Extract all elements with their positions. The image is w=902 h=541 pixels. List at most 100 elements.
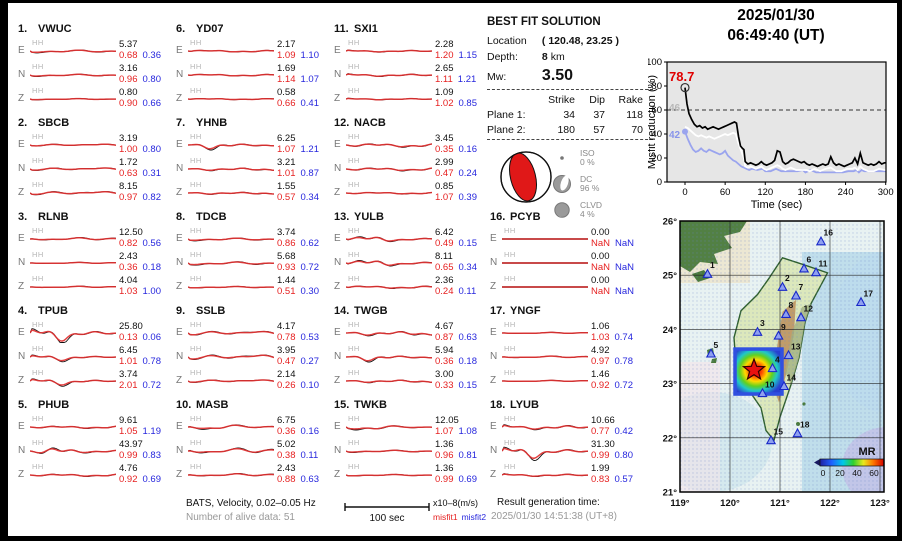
station-name: YHNB (196, 117, 228, 129)
amplitude-value: 3.00 (435, 369, 454, 380)
waveform-area: HH (188, 320, 274, 344)
misfit1-value: 0.24 (435, 286, 454, 297)
lon-tick-label: 119° (670, 498, 689, 509)
amplitude-values: 6.45 1.01 0.78 (119, 345, 161, 367)
channel-label: HH (32, 38, 44, 47)
origin-date: 2025/01/30 (737, 7, 815, 24)
plane-table: Strike Dip Rake Plane 1: 34 37 118 Plane… (487, 89, 653, 140)
misfit-values: 0.99 0.80 (591, 450, 633, 461)
lon-tick-label: 123° (870, 498, 890, 509)
component-label: E (334, 232, 341, 244)
waveform-area: HH (30, 344, 116, 368)
channel-label: HH (348, 250, 360, 259)
y-tick-label: 20 (651, 153, 662, 164)
misfit2-value: 1.21 (300, 144, 320, 155)
x-tick-label: 120 (757, 187, 773, 198)
misfit2-value: 0.66 (142, 98, 162, 109)
station-name: PHUB (38, 399, 70, 411)
location-row: Location ( 120.48, 23.25 ) (487, 35, 653, 47)
component-row: N HH 5.02 0.38 0.11 (176, 438, 332, 462)
misfit2-value: 0.80 (142, 74, 162, 85)
misfit2-value: 0.34 (300, 192, 320, 203)
component-label: N (490, 350, 498, 362)
amplitude-value: 2.99 (435, 157, 454, 168)
component-row: E HH 0.00 NaN NaN (490, 226, 646, 250)
amplitude-value: 1.55 (277, 181, 296, 192)
amplitude-values: 1.69 1.14 1.07 (277, 63, 319, 85)
y-tick-label: 100 (648, 57, 662, 68)
station-number: 5. (18, 399, 28, 411)
amplitude-value: 6.25 (277, 133, 296, 144)
station-name: LYUB (510, 399, 539, 411)
misfit-values: 0.26 0.10 (277, 380, 319, 391)
misfit2-value: 0.06 (142, 332, 162, 343)
channel-label: HH (190, 38, 202, 47)
map-station-marker (783, 349, 794, 360)
station-block: 13. YULB E HH 6.42 0.49 0.15 N HH 8.11 0.65 0.34 Z HH… (334, 208, 490, 300)
amplitude-values: 2.28 1.20 1.15 (435, 39, 477, 61)
amplitude-value: 4.67 (435, 321, 454, 332)
waveform-plot (188, 167, 274, 172)
waveform-area: HH (188, 438, 274, 462)
plane-table-header: Strike Dip Rake (487, 92, 653, 107)
misfit-values: 1.11 1.21 (435, 74, 476, 85)
waveform-plot (188, 261, 274, 266)
component-row: N HH 1.36 0.96 0.81 (334, 438, 490, 462)
channel-label: HH (504, 250, 516, 259)
dc-item: DC 96 % (552, 172, 652, 196)
amplitude-value: 8.15 (119, 181, 138, 192)
station-header: 2. SBCB (18, 114, 174, 132)
amplitude-value: 1.46 (591, 369, 610, 380)
colorbar-title: MR (858, 446, 875, 458)
station-number: 1. (18, 23, 28, 35)
mw-value: 3.50 (541, 67, 574, 84)
misfit1-value: 0.99 (591, 450, 610, 461)
component-label: E (176, 326, 183, 338)
station-header: 11. SXI1 (334, 20, 490, 38)
misfit1-value: 1.03 (591, 332, 610, 343)
component-label: N (490, 256, 498, 268)
station-block: 9. SSLB E HH 4.17 0.78 0.53 N HH 3.95 0.47 0.27 Z HH 2… (176, 302, 332, 394)
map-station-marker (815, 235, 827, 246)
channel-label: HH (348, 38, 360, 47)
amplitude-value: 1.09 (435, 87, 454, 98)
station-name: NACB (354, 117, 386, 129)
station-number: 15. (334, 399, 350, 411)
waveform-area: HH (502, 344, 588, 368)
waveform-area: HH (346, 274, 432, 298)
plane1-row: Plane 1: 34 37 118 (487, 107, 653, 122)
waveform-plot (30, 328, 116, 343)
waveform-plot (188, 473, 274, 477)
misfit-values: 0.92 0.72 (591, 380, 633, 391)
waveform-area: HH (30, 438, 116, 462)
station-number: 12. (334, 117, 350, 129)
misfit2-value: 0.62 (300, 238, 320, 249)
map-station-number: 13 (791, 341, 801, 351)
misfit-values: 0.36 0.18 (435, 356, 477, 367)
map-station-number: 10 (765, 379, 775, 389)
component-label: Z (176, 468, 183, 480)
component-label: E (490, 326, 497, 338)
amplitude-values: 4.04 1.03 1.00 (119, 275, 161, 297)
misfit2-value: 1.19 (142, 426, 162, 437)
amplitude-value: 1.06 (591, 321, 610, 332)
channel-label: HH (32, 62, 44, 71)
x-axis-label: Time (sec) (751, 199, 803, 211)
component-row: Z HH 1.36 0.99 0.69 (334, 462, 490, 486)
component-row: E HH 12.05 1.07 1.08 (334, 414, 490, 438)
component-label: E (18, 44, 25, 56)
misfit2-value: 0.69 (458, 474, 478, 485)
map-station-marker (757, 387, 768, 398)
amplitude-values: 3.21 1.01 0.87 (277, 157, 319, 179)
col-rake: Rake (618, 93, 643, 106)
misfit1-value: 1.02 (435, 98, 454, 109)
misfit1-value: 0.96 (119, 74, 138, 85)
amplitude-values: 43.97 0.99 0.83 (119, 439, 161, 461)
waveform-area: HH (346, 438, 432, 462)
station-header: 3. RLNB (18, 208, 174, 226)
map-station-number: 6 (807, 255, 812, 265)
waveform-plot (30, 143, 116, 147)
misfit1-value: NaN (591, 262, 611, 273)
waveform-plot (30, 261, 116, 265)
amplitude-values: 1.06 1.03 0.74 (591, 321, 633, 343)
